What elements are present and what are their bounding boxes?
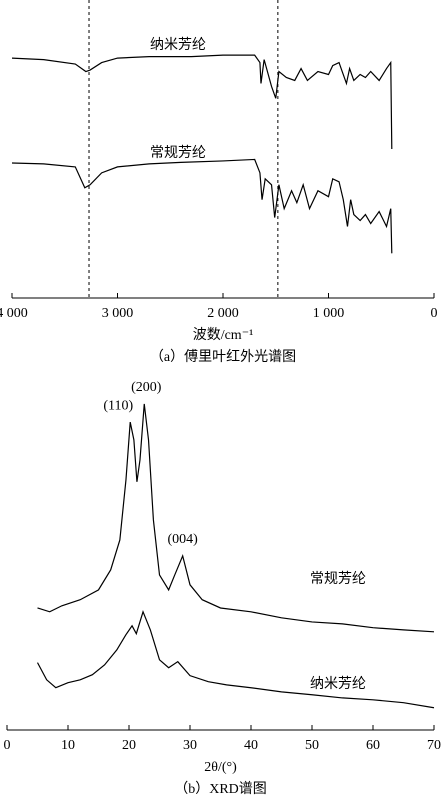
x-tick-label: 60 [366,738,380,753]
x-tick-label: 50 [305,738,319,753]
peak-label: (200) [131,380,162,395]
series-label: 常规芳纶 [150,144,206,161]
x-axis-label: 2θ/(°) [204,760,237,775]
caption: （a）傅里叶红外光谱图 [150,349,296,365]
data-line [37,403,435,633]
x-axis-label: 波数/cm⁻¹ [193,327,254,343]
x-tick-label: 2 000 [207,306,239,321]
peak-label: (110) [103,398,133,413]
x-tick-label: 40 [244,738,258,753]
x-tick-label: 0 [431,306,438,321]
x-tick-label: 30 [183,738,197,753]
series-label: 纳米芳纶 [310,675,366,692]
x-tick-label: 0 [4,738,11,753]
x-tick-label: 4 000 [0,306,28,321]
series-label: 常规芳纶 [310,570,366,587]
data-line [11,54,393,150]
x-tick-label: 70 [427,738,441,753]
x-tick-label: 10 [61,738,75,753]
caption: （b）XRD谱图 [174,781,267,797]
x-tick-label: 20 [122,738,136,753]
data-line [36,609,435,709]
x-tick-label: 1 000 [313,306,345,321]
x-tick-label: 3 000 [102,306,134,321]
peak-label: (004) [168,532,199,547]
data-line [11,158,393,254]
series-label: 纳米芳纶 [150,36,206,53]
